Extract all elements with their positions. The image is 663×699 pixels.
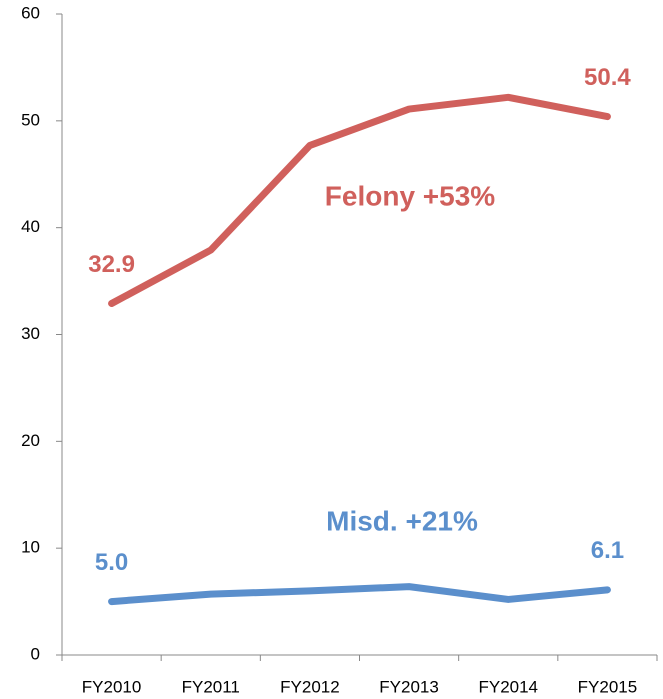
series-annotation: Misd. +21% bbox=[326, 505, 478, 536]
x-tick-label: FY2015 bbox=[578, 677, 638, 696]
data-label: 32.9 bbox=[88, 251, 135, 278]
y-tick-label: 10 bbox=[21, 538, 40, 557]
x-tick-label: FY2013 bbox=[379, 677, 439, 696]
series-annotation: Felony +53% bbox=[325, 180, 496, 211]
data-label: 50.4 bbox=[584, 64, 631, 91]
y-tick-label: 0 bbox=[31, 644, 40, 663]
series-line bbox=[108, 93, 611, 308]
x-tick-label: FY2010 bbox=[82, 677, 142, 696]
y-tick-label: 40 bbox=[21, 217, 40, 236]
x-tick-label: FY2011 bbox=[182, 677, 240, 696]
y-tick-label: 60 bbox=[21, 3, 40, 22]
x-tick-label: FY2014 bbox=[478, 677, 538, 696]
data-label: 6.1 bbox=[591, 537, 624, 564]
y-tick-label: 20 bbox=[21, 431, 40, 450]
x-tick-label: FY2012 bbox=[280, 677, 340, 696]
data-label: 5.0 bbox=[95, 549, 128, 576]
series-line bbox=[108, 583, 611, 606]
y-tick-label: 50 bbox=[21, 110, 40, 129]
y-tick-label: 30 bbox=[21, 324, 40, 343]
